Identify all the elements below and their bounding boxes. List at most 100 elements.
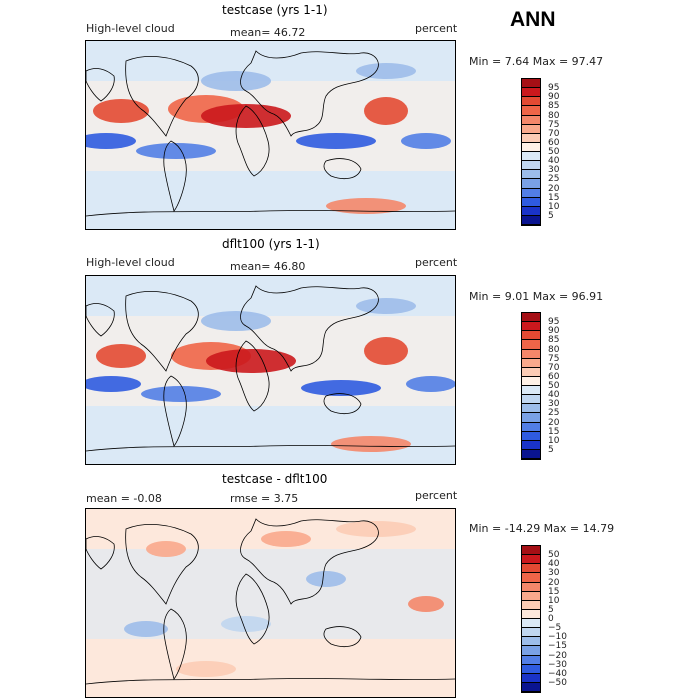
colorbar-cell [522,161,540,171]
coastline [163,375,187,447]
field-contour [306,571,346,587]
panel3-map [85,508,456,698]
colorbar-tick-label: −5 [548,623,562,634]
colorbar-cell [522,88,540,98]
panel2-variable: High-level cloud [86,256,175,269]
colorbar-tick-label: 5 [548,444,554,455]
colorbar-cell [522,106,540,116]
colorbar-cell [522,124,540,134]
field-contour [93,99,149,123]
panel3-colorbar: 50 40 30 20 15 10 5 0 −5 −10 −15 −20 −30 −40 −50 [521,545,567,693]
colorbar-cell [522,673,540,683]
coastline [235,105,270,177]
coastline [240,285,379,372]
colorbar-cell [522,619,540,629]
colorbar-tick-label: −10 [548,632,567,643]
colorbar-cell [522,637,540,647]
panel2-units: percent [415,256,458,269]
colorbar-tick-label: 5 [548,604,554,615]
colorbar-tick-label: −30 [548,659,567,670]
colorbar-tick-label: 10 [548,595,560,606]
colorbar-tick-label: 40 [548,390,560,401]
field-contour [146,541,186,557]
panel1-minmax: Min = 7.64 Max = 97.47 [469,55,604,68]
field-contour [408,596,444,612]
field-contour [86,376,141,392]
colorbar-tick-label: 15 [548,426,560,437]
panel1-map-svg [86,41,455,229]
coastline [163,608,187,680]
colorbar-tick-label: 80 [548,110,560,121]
colorbar-cell [522,115,540,125]
panel1-units: percent [415,22,458,35]
colorbar-tick-label: 85 [548,101,560,112]
colorbar-tick-label: 10 [548,435,560,446]
colorbar-cell [522,573,540,583]
colorbar-tick-label: 40 [548,156,560,167]
colorbar-cell [522,215,540,225]
field-contour [296,133,376,149]
coastline [125,524,199,605]
panel1-colorbar: 95 90 85 80 75 70 60 50 40 30 25 20 15 10 5 [521,78,559,226]
field-contour [326,198,406,214]
colorbar-tick-label: 85 [548,335,560,346]
panel2-map-svg [86,276,455,464]
colorbar-cell [522,591,540,601]
colorbar-cell [522,79,540,89]
colorbar-cell [522,449,540,459]
colorbar-tick-label: 10 [548,201,560,212]
colorbar-tick-label: −50 [548,677,567,688]
colorbar-tick-label: 60 [548,137,560,148]
colorbar-tick-label: 80 [548,344,560,355]
field-contour [141,386,221,402]
field-contour [301,380,381,396]
coastline [86,68,115,102]
colorbar-cell [522,386,540,396]
field-contour [206,349,296,373]
colorbar-tick-label: 50 [548,550,560,561]
colorbar-cell [522,97,540,107]
panel3-rmse: rmse = 3.75 [230,492,299,505]
panel2-map [85,275,456,465]
coastline [240,518,379,605]
colorbar-cell [522,206,540,216]
colorbar-cell [522,546,540,556]
field-contour [336,521,416,537]
colorbar-tick-label: 70 [548,128,560,139]
colorbar-tick-label: 5 [548,210,554,221]
colorbar-cell [522,340,540,350]
colorbar-tick-label: 15 [548,586,560,597]
colorbar-cell [522,646,540,656]
coastline [125,291,199,372]
field-contour [176,661,236,677]
colorbar-tick-label: −20 [548,650,567,661]
field-contour [356,298,416,314]
field-contour [124,621,168,637]
coastline [235,340,270,412]
colorbar-tick-label: 15 [548,192,560,203]
colorbar-tick-label: 20 [548,577,560,588]
colorbar-tick-label: 95 [548,83,560,94]
colorbar-cell [522,404,540,414]
colorbar-cell [522,440,540,450]
panel1-variable: High-level cloud [86,22,175,35]
field-contour [261,531,311,547]
field-contour [331,436,411,452]
colorbar-tick-label: 30 [548,399,560,410]
colorbar-cell [522,170,540,180]
coastline [323,626,362,648]
colorbar-cell [522,133,540,143]
colorbar-tick-label: 40 [548,559,560,570]
field-contour [221,616,271,632]
colorbar-cell [522,582,540,592]
coastline [163,140,187,212]
field-contour [96,344,146,368]
coastline [86,445,455,452]
colorbar-cell [522,628,540,638]
colorbar-tick-label: 50 [548,381,560,391]
colorbar-cell [522,609,540,619]
colorbar-cell [522,664,540,674]
colorbar-tick-label: 25 [548,408,560,419]
colorbar-tick-label: 20 [548,183,560,194]
colorbar-tick-label: 20 [548,417,560,428]
